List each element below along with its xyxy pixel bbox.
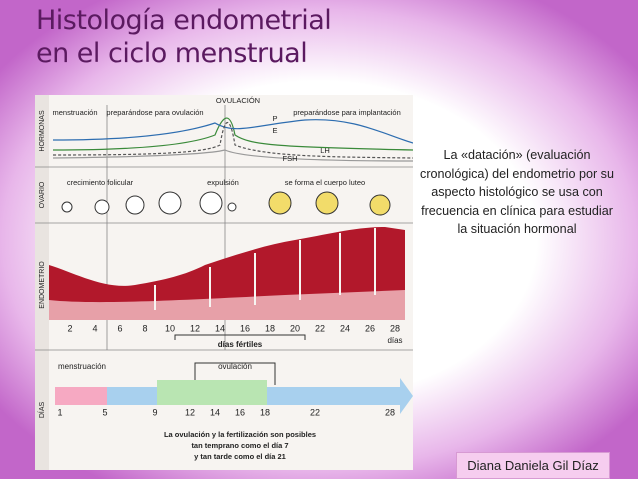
day-tick: 26 (365, 323, 375, 333)
bar-follicular (107, 387, 157, 405)
ovary-label: crecimiento folicular (67, 178, 134, 187)
curve (52, 119, 413, 144)
day-tick: 2 (67, 323, 72, 333)
title-line: en el ciclo menstrual (36, 38, 308, 69)
hormone-curves (52, 117, 413, 162)
day-tick: 6 (117, 323, 122, 333)
day-tick: 24 (340, 323, 350, 333)
section-label: HORMONAS (39, 110, 46, 152)
arrow (400, 378, 413, 414)
curve-label: E (272, 126, 277, 135)
bar-luteal (267, 387, 400, 405)
section-label: DÍAS (37, 402, 46, 419)
section-label: OVARIO (39, 181, 46, 208)
day-bar-tick: 1 (57, 407, 62, 417)
endometrium-base (49, 290, 405, 320)
day-unit: días (387, 336, 402, 345)
bar-fertile (157, 380, 267, 405)
curve (52, 122, 413, 159)
menstruation-label: menstruación (58, 362, 106, 371)
follicles (61, 191, 391, 216)
day-tick: 12 (190, 323, 200, 333)
ovulation-label: ovulación (218, 362, 252, 371)
day-bar-tick: 5 (102, 407, 107, 417)
day-bar-tick: 14 (210, 407, 220, 417)
ovulation-bracket (194, 362, 276, 385)
day-tick: 4 (92, 323, 97, 333)
corpus-luteum (369, 194, 391, 216)
day-bar-tick: 12 (185, 407, 195, 417)
note-line: La ovulación y la fertilización son posi… (164, 430, 316, 439)
ovary-label: expulsión (207, 178, 239, 187)
day-bar-tick: 16 (235, 407, 245, 417)
day-bar-tick: 22 (310, 407, 320, 417)
day-bar-tick: 9 (152, 407, 157, 417)
author: Diana Daniela Gil Díaz (456, 452, 610, 479)
phase-label: OVULACIÓN (216, 96, 260, 105)
day-tick: 16 (240, 323, 250, 333)
day-tick: 20 (290, 323, 300, 333)
ovum (227, 202, 237, 212)
day-bar-tick: 18 (260, 407, 270, 417)
phase-label: menstruación (52, 108, 97, 117)
follicle (61, 201, 73, 213)
fertile-bracket (174, 334, 306, 340)
curve-label: FSH (283, 154, 298, 163)
day-tick: 14 (215, 323, 225, 333)
corpus-luteum (268, 191, 292, 215)
title: Histología endometrial en el ciclo menst… (36, 4, 332, 70)
note-line: tan temprano como el día 7 (191, 441, 288, 450)
phase-label: preparándose para implantación (293, 108, 401, 117)
description: La «datación» (evaluación cronológica) d… (420, 148, 614, 236)
curve (52, 117, 413, 151)
section-label: ENDOMETRIO (39, 261, 46, 309)
day-tick: 10 (165, 323, 175, 333)
fertile-label: días fértiles (218, 340, 263, 349)
title-line: Histología endometrial (36, 5, 332, 36)
day-bar-tick: 28 (385, 407, 395, 417)
label-strip (35, 95, 49, 470)
ovary-label: se forma el cuerpo luteo (285, 178, 365, 187)
phase-label: preparándose para ovulación (106, 108, 203, 117)
day-tick: 18 (265, 323, 275, 333)
follicle (158, 191, 182, 215)
glands (154, 228, 376, 310)
curve (52, 149, 413, 162)
day-tick: 28 (390, 323, 400, 333)
bar-menstruation (55, 387, 107, 405)
note-line: y tan tarde como el día 21 (194, 452, 286, 461)
follicle (125, 195, 145, 215)
figure: HORMONAS OVARIO ENDOMETRIO DÍAS menstruación… (35, 95, 413, 470)
day-tick: 8 (142, 323, 147, 333)
corpus-luteum (315, 191, 339, 215)
follicle (94, 199, 110, 215)
curve-label: LH (320, 146, 330, 155)
curve-label: P (272, 114, 277, 123)
day-tick: 22 (315, 323, 325, 333)
follicle (199, 191, 223, 215)
